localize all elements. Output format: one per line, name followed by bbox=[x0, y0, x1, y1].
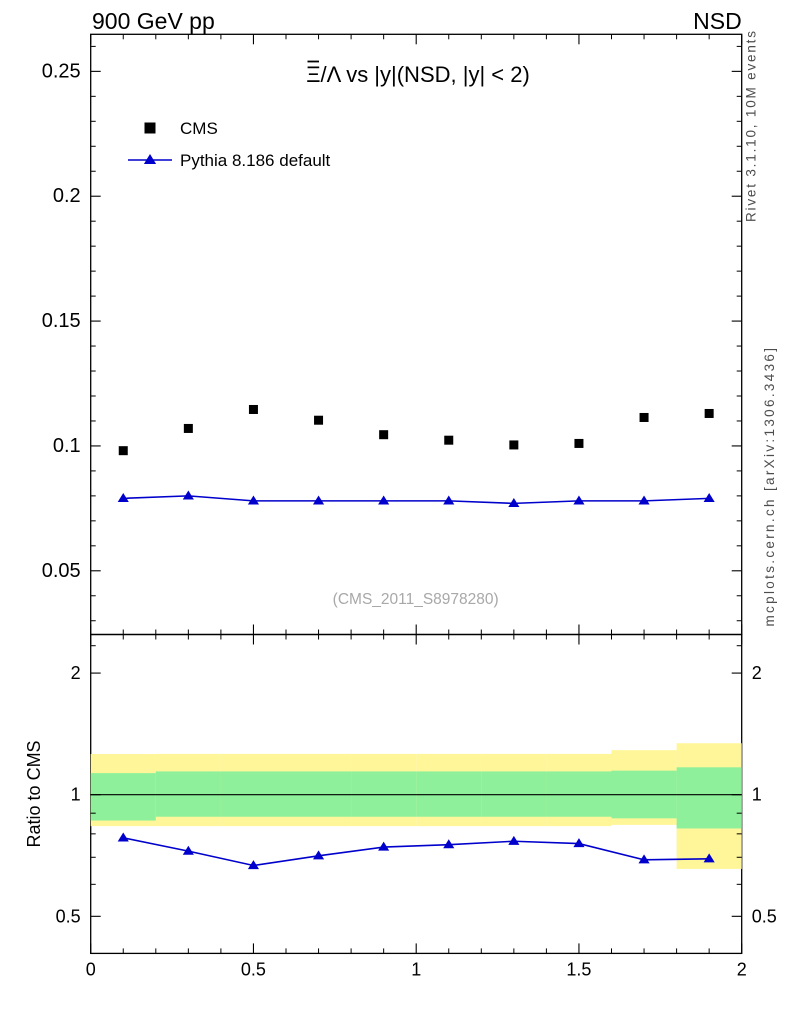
svg-text:(CMS_2011_S8978280): (CMS_2011_S8978280) bbox=[333, 591, 499, 608]
svg-text:1: 1 bbox=[411, 959, 421, 979]
svg-text:1.5: 1.5 bbox=[566, 959, 591, 979]
svg-text:1: 1 bbox=[752, 785, 762, 805]
svg-text:0.25: 0.25 bbox=[42, 60, 81, 82]
svg-text:1: 1 bbox=[71, 785, 81, 805]
svg-text:0: 0 bbox=[86, 959, 96, 979]
svg-text:2: 2 bbox=[71, 663, 81, 683]
svg-text:0.5: 0.5 bbox=[241, 959, 266, 979]
svg-text:2: 2 bbox=[737, 959, 747, 979]
svg-text:NSD: NSD bbox=[693, 8, 742, 34]
svg-text:0.15: 0.15 bbox=[42, 310, 81, 332]
svg-text:Ratio to CMS: Ratio to CMS bbox=[24, 740, 44, 847]
svg-text:0.5: 0.5 bbox=[752, 906, 777, 926]
svg-text:0.2: 0.2 bbox=[53, 185, 81, 207]
svg-text:900 GeV pp: 900 GeV pp bbox=[92, 8, 215, 34]
svg-text:CMS: CMS bbox=[180, 119, 218, 138]
svg-text:0.5: 0.5 bbox=[56, 906, 81, 926]
svg-text:Ξ/Λ vs |y|(NSD, |y| < 2): Ξ/Λ vs |y|(NSD, |y| < 2) bbox=[306, 62, 530, 87]
svg-text:2: 2 bbox=[752, 663, 762, 683]
svg-text:0.1: 0.1 bbox=[53, 435, 81, 457]
svg-text:Pythia 8.186 default: Pythia 8.186 default bbox=[180, 151, 331, 170]
svg-text:Rivet 3.1.10, 10M events: Rivet 3.1.10, 10M events bbox=[743, 31, 758, 222]
svg-text:0.05: 0.05 bbox=[42, 560, 81, 582]
